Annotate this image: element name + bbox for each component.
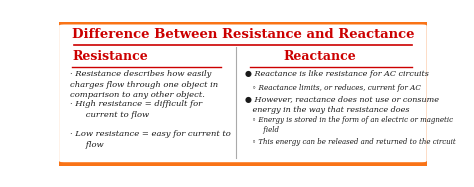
Text: Resistance: Resistance <box>73 50 148 63</box>
Text: · Low resistance = easy for current to
      flow: · Low resistance = easy for current to f… <box>70 131 231 149</box>
Text: ● Reactance is like resistance for AC circuits: ● Reactance is like resistance for AC ci… <box>245 70 428 78</box>
Text: Reactance: Reactance <box>284 50 356 63</box>
Text: ◦ Energy is stored in the form of an electric or magnetic
     field: ◦ Energy is stored in the form of an ele… <box>252 116 453 134</box>
Text: Difference Between Resistance and Reactance: Difference Between Resistance and Reacta… <box>72 28 414 41</box>
Text: · Resistance describes how easily
charges flow through one object in
comparison : · Resistance describes how easily charge… <box>70 70 219 99</box>
Text: ◦ Reactance limits, or reduces, current for AC: ◦ Reactance limits, or reduces, current … <box>252 84 421 92</box>
FancyBboxPatch shape <box>56 22 429 165</box>
Text: · High resistance = difficult for
      current to flow: · High resistance = difficult for curren… <box>70 100 202 119</box>
Text: ◦ This energy can be released and returned to the circuit: ◦ This energy can be released and return… <box>252 138 456 146</box>
Text: ● However, reactance does not use or consume
   energy in the way that resistanc: ● However, reactance does not use or con… <box>245 96 439 114</box>
